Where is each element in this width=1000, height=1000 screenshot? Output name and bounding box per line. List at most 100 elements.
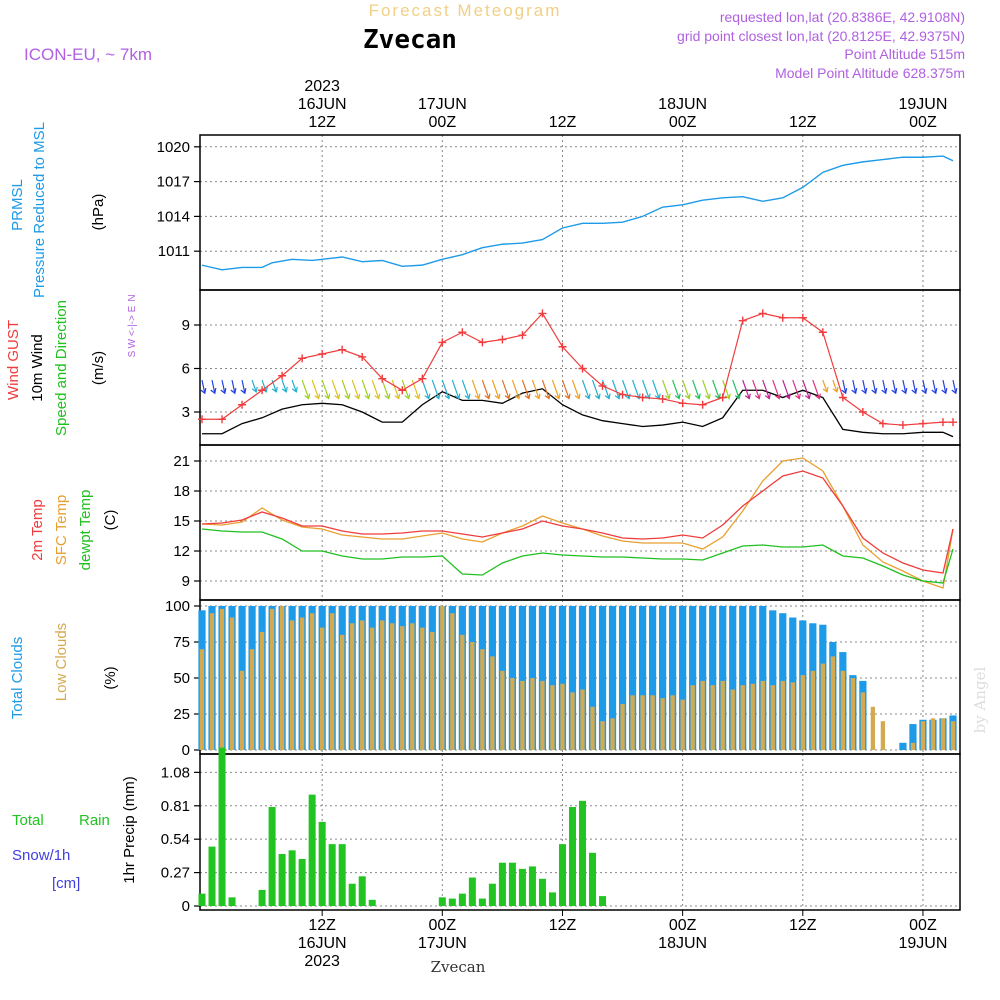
wind-speed-direction-label: Speed and Direction (53, 300, 70, 436)
wind-gust-marker (948, 418, 957, 427)
wind-gust-marker (358, 352, 367, 361)
pressure-panel: 1011 1014 1017 1020 PRMSL Pressure Reduced to… (9, 122, 961, 298)
low-cloud-bar (720, 680, 725, 750)
total-cloud-bar (749, 606, 757, 750)
wind-direction-arrow (702, 379, 710, 399)
wind-direction-arrowhead (814, 393, 821, 400)
wind-direction-arrowhead (784, 393, 791, 400)
wind-gust-marker (458, 328, 467, 337)
wind-direction-arrow (722, 379, 730, 399)
wind-direction-arrowhead (314, 393, 321, 400)
total-clouds-label: Total Clouds (9, 637, 26, 720)
compass-west-east: W <-|-> E (127, 305, 138, 348)
wind-direction-arrow (662, 379, 670, 399)
clouds-ytick-label: 75 (173, 634, 190, 651)
wind-direction-arrowhead (574, 393, 581, 400)
temp-2m-label: 2m Temp (29, 499, 46, 560)
precip-bar (298, 858, 306, 906)
wind-gust-marker (718, 393, 727, 402)
precip-bar (268, 807, 276, 906)
wind-direction-arrowhead (804, 393, 811, 400)
wind-direction-arrowhead (901, 388, 908, 395)
wind-direction-arrowhead (664, 393, 671, 400)
wind-gust-marker (698, 400, 707, 409)
wind-direction-arrowhead (454, 393, 461, 400)
low-cloud-bar (430, 631, 435, 750)
precip-bar (478, 898, 486, 906)
wind-direction-arrow (491, 379, 500, 399)
precip-ytick-label: 0.54 (161, 831, 190, 848)
wind-ytick-label: 6 (182, 361, 190, 378)
precip-bar (548, 892, 556, 906)
wind-direction-arrowhead (230, 388, 237, 395)
wind-direction-arrow (541, 379, 550, 399)
total-cloud-bar (759, 606, 767, 750)
low-cloud-bar (259, 631, 265, 750)
precip-bar (568, 807, 576, 906)
wind-direction-arrow (581, 379, 590, 399)
low-cloud-bar (590, 706, 595, 750)
temp-dewpt-label: dewpt Temp (77, 490, 94, 571)
wind-gust-marker (738, 316, 747, 325)
wind-direction-arrow (892, 379, 897, 394)
clouds-ytick-label: 25 (173, 706, 190, 723)
wind-direction-arrow (231, 379, 236, 394)
total-cloud-bar (608, 606, 617, 750)
pressure-ytick-label: 1011 (158, 243, 190, 260)
wind-direction-arrow (391, 379, 400, 399)
low-cloud-bar (360, 620, 365, 750)
wind-direction-arrow (802, 379, 810, 399)
precip-bar (508, 862, 516, 906)
wind-direction-arrowhead (484, 393, 491, 400)
wind-direction-arrowhead (921, 388, 928, 395)
wind-direction-arrow (521, 379, 530, 399)
wind-direction-arrowhead (832, 386, 839, 393)
wind-direction-arrowhead (871, 388, 878, 395)
wind-direction-arrow (692, 379, 700, 399)
low-cloud-bar (470, 642, 475, 750)
top-axis-label: 12Z (549, 114, 577, 131)
wind-gust-marker (778, 313, 787, 322)
wind-direction-arrowhead (684, 393, 691, 400)
wind-direction-arrow (601, 379, 610, 399)
wind-ytick-label: 9 (182, 317, 190, 334)
low-cloud-bar (420, 627, 425, 750)
wind-gust-marker (258, 386, 267, 395)
total-cloud-bar (558, 606, 567, 750)
bottom-axis-label: 12Z (549, 910, 576, 934)
clouds-unit-label: (%) (102, 666, 119, 689)
bottom-axis-text: 16JUN (298, 935, 347, 952)
wind-direction-arrowhead (384, 393, 391, 400)
wind-gust-marker (598, 381, 607, 390)
wind-direction-arrowhead (364, 393, 371, 400)
top-axis-text: 12Z (308, 114, 336, 131)
pressure-ytick-label: 1017 (157, 174, 190, 191)
footer-location: Zvecan (431, 958, 486, 976)
low-cloud-bar (660, 698, 665, 750)
low-cloud-bar (670, 695, 675, 750)
wind-direction-arrowhead (764, 393, 771, 400)
precip-bar (578, 800, 587, 906)
precip-frame (199, 753, 961, 911)
precip-bar (358, 876, 366, 906)
location-title: Zvecan (363, 25, 457, 55)
wind-direction-arrowhead (754, 393, 761, 400)
wind-gust-marker (818, 328, 827, 337)
wind-direction-arrow (221, 379, 226, 394)
precip-bar (599, 896, 607, 906)
wind-direction-arrowhead (774, 393, 781, 400)
wind-direction-arrow (652, 379, 660, 399)
wind-direction-arrowhead (891, 388, 898, 395)
wind-gust-marker (918, 419, 927, 428)
watermark: by Angel (971, 666, 989, 733)
wind-direction-arrowhead (704, 393, 711, 400)
wind-direction-arrowhead (434, 393, 441, 400)
temperature-ytick-label: 9 (182, 573, 190, 590)
precip-cm-label: [cm] (52, 875, 80, 892)
wind-gust-label: Wind GUST (5, 320, 22, 400)
wind-panel: 3 6 9 Wind GUST 10m Wind Speed and Direction (… (5, 289, 961, 446)
low-cloud-bar (229, 617, 235, 750)
